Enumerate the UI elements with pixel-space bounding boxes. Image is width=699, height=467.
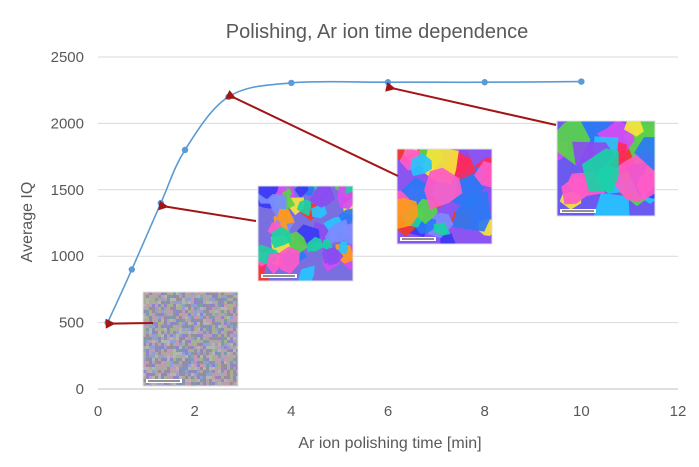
y-tick-label: 500: [59, 315, 84, 332]
annotation-arrow: [385, 81, 557, 126]
data-point: [181, 146, 189, 154]
series-line-average-iq: [106, 80, 582, 323]
y-tick-label: 0: [76, 381, 84, 398]
orientation-map-image: [396, 148, 493, 245]
x-tick-label: 0: [94, 403, 102, 420]
y-tick-label: 1000: [51, 248, 84, 265]
y-axis-ticks: 0 500 1000 1500 2000 2500: [51, 49, 84, 398]
data-point: [288, 79, 295, 87]
y-tick-label: 1500: [51, 182, 84, 199]
data-point: [104, 319, 111, 326]
y-tick-label: 2000: [51, 115, 84, 132]
x-tick-label: 10: [573, 403, 590, 420]
x-tick-label: 2: [190, 403, 198, 420]
annotation-arrow: [158, 200, 257, 222]
orientation-map-image: [556, 120, 656, 217]
x-axis-label: Ar ion polishing time [min]: [298, 435, 481, 452]
y-axis-label: Average IQ: [19, 182, 36, 263]
annotation-arrow: [225, 89, 399, 177]
data-point: [157, 199, 165, 207]
orientation-map-image: [142, 291, 239, 387]
x-tick-label: 12: [670, 403, 687, 420]
data-point: [481, 79, 488, 86]
chart-title: Polishing, Ar ion time dependence: [226, 21, 528, 43]
data-point: [225, 93, 232, 101]
data-point: [128, 266, 136, 273]
annotation-arrow: [105, 318, 154, 329]
x-tick-label: 6: [384, 403, 392, 420]
data-point: [384, 79, 392, 86]
data-point: [578, 78, 585, 85]
orientation-map-insets: [142, 120, 656, 387]
annotation-arrows: [105, 81, 557, 329]
orientation-map-image: [257, 185, 354, 282]
x-axis-ticks: 0 2 4 6 8 10 12: [94, 403, 687, 420]
x-tick-label: 4: [287, 403, 295, 420]
x-tick-label: 8: [480, 403, 488, 420]
y-tick-label: 2500: [51, 49, 84, 66]
